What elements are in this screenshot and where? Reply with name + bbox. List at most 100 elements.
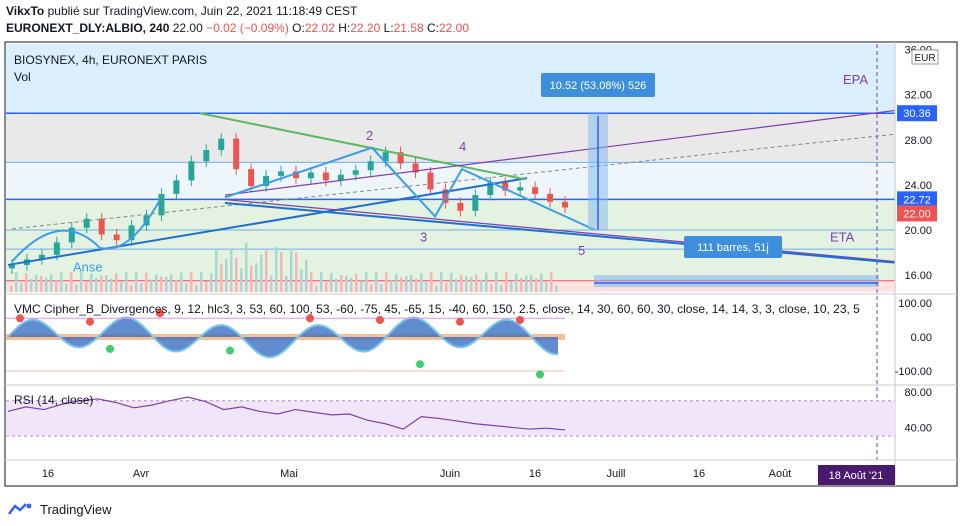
volume-bar xyxy=(40,276,43,292)
volume-bar xyxy=(480,280,483,292)
volume-bar xyxy=(95,277,98,292)
epa-label: EPA xyxy=(843,72,868,87)
candle-body xyxy=(337,174,344,181)
symbol-ohlc-line: EURONEXT_DLY:ALBIO, 240 22.00 −0.02 (−0.… xyxy=(6,21,469,35)
zone-gray xyxy=(6,113,895,163)
candle-body xyxy=(532,187,539,194)
candle-body xyxy=(53,242,60,255)
volume-bar xyxy=(115,273,118,292)
vmc-signal-dot xyxy=(516,316,524,324)
volume-bar xyxy=(235,257,238,292)
candle-body xyxy=(248,169,255,187)
time-tick-label: Août xyxy=(769,468,792,480)
vmc-tick-label: 0.00 xyxy=(911,332,932,344)
volume-bar xyxy=(140,282,143,292)
low-label: L: xyxy=(383,21,394,35)
time-tick-label: 16 xyxy=(42,468,54,480)
volume-bar xyxy=(535,278,538,292)
currency-label: EUR xyxy=(914,53,935,64)
volume-bar xyxy=(240,268,243,292)
candle-body xyxy=(292,171,299,179)
volume-bar xyxy=(135,272,138,292)
candle-body xyxy=(397,152,404,164)
volume-bar xyxy=(195,285,198,292)
volume-bar xyxy=(530,275,533,292)
volume-bar xyxy=(325,282,328,292)
candle-body xyxy=(307,172,314,179)
volume-bar xyxy=(50,273,53,292)
volume-bar xyxy=(10,286,13,292)
time-tick-label: Juill xyxy=(607,468,626,480)
volume-bar xyxy=(85,280,88,292)
volume-bar xyxy=(555,285,558,292)
vmc-signal-dot xyxy=(156,309,164,318)
time-tick-label: 16 xyxy=(693,468,705,480)
volume-bar xyxy=(200,272,203,292)
volume-bar xyxy=(410,274,413,292)
volume-bar xyxy=(355,273,358,292)
volume-bar xyxy=(395,273,398,292)
volume-bar xyxy=(340,275,343,292)
elliott-wave-path xyxy=(224,146,596,231)
volume-bar xyxy=(375,272,378,292)
price-change: −0.02 (−0.09%) xyxy=(206,21,289,35)
volume-bar xyxy=(265,250,268,292)
volume-bar xyxy=(285,275,288,292)
publish-info: VikxTo publié sur TradingView.com, Juin … xyxy=(6,4,357,18)
volume-bar xyxy=(545,281,548,292)
volume-bar xyxy=(450,272,453,292)
volume-bar xyxy=(390,280,393,292)
volume-bar xyxy=(75,284,78,292)
vmc-tick-label: 100.00 xyxy=(898,298,932,310)
epa-line xyxy=(224,109,896,196)
volume-bar xyxy=(175,279,178,292)
volume-bar xyxy=(415,278,418,292)
symbol-name[interactable]: EURONEXT_DLY:ALBIO, 240 xyxy=(6,21,170,35)
volume-bar xyxy=(425,282,428,292)
footer-brand-label: TradingView xyxy=(40,501,112,517)
vmc-pane-title: VMC Cipher_B_Divergences, 9, 12, hlc3, 3… xyxy=(14,302,860,316)
bars-label: 111 barres, 51j xyxy=(697,242,769,254)
close-label: C: xyxy=(426,21,439,35)
volume-bar xyxy=(455,279,458,292)
wave-label-5: 5 xyxy=(578,243,585,258)
candle-body xyxy=(367,161,374,171)
volume-bar xyxy=(525,275,528,292)
volume-bar xyxy=(475,274,478,292)
price-badge-1 xyxy=(897,191,937,208)
volume-bar xyxy=(510,281,513,292)
target-date-label: 18 Août '21 xyxy=(829,470,884,482)
candle-body xyxy=(38,254,45,260)
candle-body xyxy=(382,152,389,162)
time-tick-label: 16 xyxy=(529,468,541,480)
volume-bar xyxy=(465,276,468,292)
candle-body xyxy=(263,175,270,187)
candle-body xyxy=(472,195,479,211)
volume-bar xyxy=(520,277,523,292)
zone-blue-top xyxy=(6,44,895,114)
volume-bar xyxy=(280,252,283,292)
volume-bar xyxy=(365,272,368,292)
vmc-wave-line xyxy=(7,316,559,359)
volume-bar xyxy=(165,276,168,292)
price-badge-label-2: 22.00 xyxy=(903,208,931,220)
volume-bar xyxy=(170,274,173,292)
author-name[interactable]: VikxTo xyxy=(6,4,45,18)
volume-bar xyxy=(310,272,313,292)
low-value: 21.58 xyxy=(393,21,424,35)
descending-resistance-line xyxy=(199,112,526,181)
anse-label: Anse xyxy=(73,260,103,275)
candle-body xyxy=(83,218,90,228)
volume-bar xyxy=(300,269,303,292)
footer-brand[interactable]: TradingView xyxy=(8,500,112,518)
volume-bar xyxy=(400,277,403,292)
volume-bar xyxy=(45,277,48,292)
open-value: 22.02 xyxy=(304,21,335,35)
volume-bar xyxy=(180,272,183,292)
vmc-signal-dot xyxy=(416,360,424,369)
volume-bar xyxy=(225,258,228,292)
rsi-pane-title: RSI (14, close) xyxy=(14,393,94,407)
candle-body xyxy=(68,227,75,243)
volume-bar xyxy=(245,242,248,292)
